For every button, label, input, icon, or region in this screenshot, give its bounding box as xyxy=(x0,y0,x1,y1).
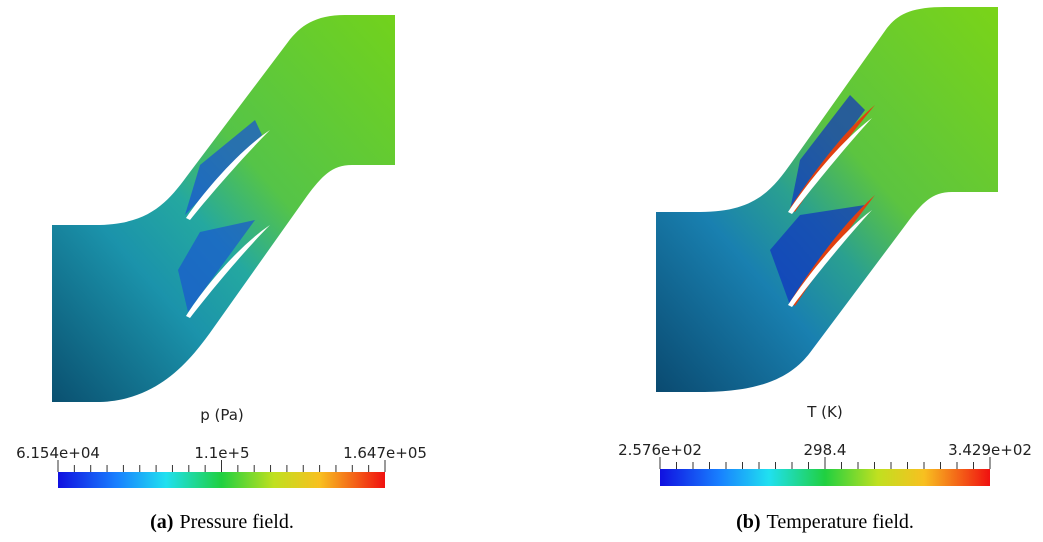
colorbar-label: 1.1e+5 xyxy=(194,444,249,462)
blade xyxy=(186,130,270,220)
caption-label: (a) xyxy=(150,511,173,533)
caption: (b) Temperature field. xyxy=(736,511,914,533)
blade xyxy=(788,210,872,307)
low-pressure-zone xyxy=(185,120,262,215)
caption: (a) Pressure field. xyxy=(150,511,294,533)
colorbar-label: 1.647e+05 xyxy=(343,444,427,462)
colorbar-ticks xyxy=(57,460,386,472)
blade xyxy=(186,225,270,318)
blade xyxy=(788,118,872,214)
colorbar-label: 3.429e+02 xyxy=(948,441,1032,459)
pressure-field xyxy=(52,15,395,402)
colorbar-ticks xyxy=(659,457,991,469)
caption-label: (b) xyxy=(736,511,760,533)
temperature-field xyxy=(656,7,998,392)
panel-b: T (K) 2.576e+02 298.4 3.429e+02 (b) Tempe… xyxy=(618,7,1032,533)
colorbar xyxy=(58,472,385,488)
panel-a: p (Pa) 6.154e+04 1.1e+5 1.647e+05 (a) Pre… xyxy=(16,15,427,533)
colorbar-label: 2.576e+02 xyxy=(618,441,702,459)
colorbar-label: 298.4 xyxy=(804,441,847,459)
colorbar-title: p (Pa) xyxy=(200,406,244,424)
colorbar-label: 6.154e+04 xyxy=(16,444,100,462)
caption-text: Pressure field. xyxy=(179,511,293,533)
colorbar-title: T (K) xyxy=(806,403,842,421)
low-pressure-zone xyxy=(178,220,255,312)
caption-text: Temperature field. xyxy=(767,511,914,533)
cold-zone xyxy=(770,205,865,305)
colorbar xyxy=(660,469,990,486)
